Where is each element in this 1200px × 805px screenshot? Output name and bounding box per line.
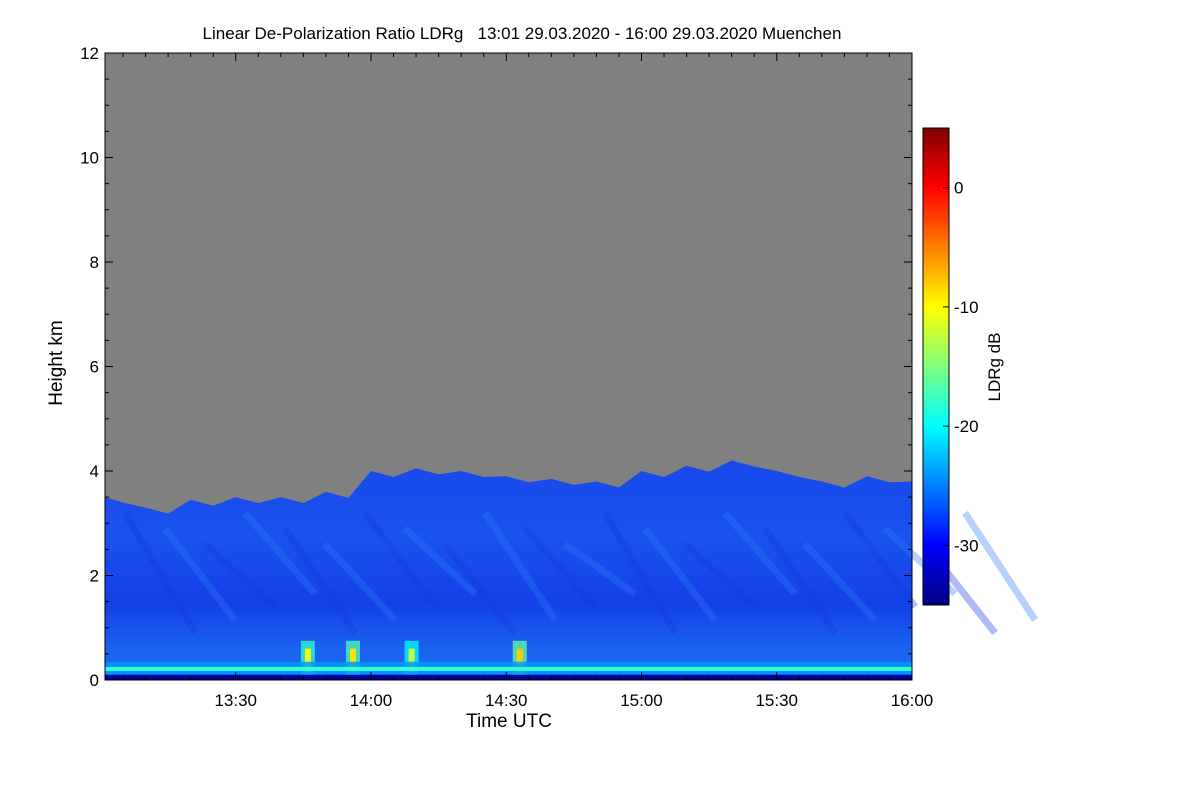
fall-streak — [282, 526, 358, 635]
dust-burst — [349, 648, 356, 673]
y-tick-label: 2 — [90, 567, 99, 586]
fall-streak — [962, 510, 1038, 622]
fall-streak — [482, 510, 558, 622]
dust-burst — [408, 648, 415, 673]
y-tick-label: 0 — [90, 671, 99, 690]
fall-streak — [442, 541, 518, 636]
y-tick-label: 12 — [80, 44, 99, 63]
fall-streak — [722, 510, 798, 597]
fall-streak — [162, 526, 238, 623]
x-axis-label: Time UTC — [466, 711, 552, 732]
x-tick-label: 14:30 — [485, 691, 528, 710]
fall-streak — [362, 510, 438, 609]
y-tick-label: 6 — [90, 358, 99, 377]
y-tick-label: 10 — [80, 149, 99, 168]
fall-streak — [562, 541, 638, 597]
fall-streak — [802, 541, 878, 623]
y-axis-label: Height km — [46, 320, 67, 406]
dust-burst — [304, 648, 311, 673]
x-axis: 13:30 14:00 14:30 15:00 15:30 16:00 — [122, 53, 934, 710]
x-tick-label: 14:00 — [350, 691, 393, 710]
colorbar-label: LDRg dB — [985, 333, 1004, 402]
fall-streak — [242, 510, 318, 597]
x-tick-label: 15:30 — [755, 691, 798, 710]
fall-streak — [322, 541, 398, 623]
plot-area — [104, 52, 1038, 681]
ground-clutter-band — [105, 674, 912, 680]
colorbar-tick-label: -10 — [954, 298, 979, 317]
fall-streak — [402, 525, 478, 597]
colorbar: 0 -10 -20 -30 LDRg dB — [922, 127, 1004, 606]
fall-streak — [682, 541, 758, 610]
fall-streak — [762, 526, 838, 635]
x-tick-label: 16:00 — [891, 691, 934, 710]
fall-streak — [642, 526, 718, 623]
x-tick-label: 15:00 — [620, 691, 663, 710]
fall-streak — [522, 526, 598, 610]
y-axis: 0 2 4 6 8 10 12 — [80, 44, 912, 690]
fall-streak — [202, 541, 278, 610]
colorbar-tick-label: 0 — [954, 179, 963, 198]
x-tick-label: 13:30 — [214, 691, 257, 710]
dust-burst — [516, 648, 523, 673]
colorbar-scale — [922, 127, 950, 606]
fall-streak — [842, 510, 918, 609]
colorbar-tick-label: -20 — [954, 417, 979, 436]
fall-streak — [601, 511, 679, 635]
chart-title: Linear De-Polarization Ratio LDRg 13:01 … — [203, 24, 842, 43]
fall-streak — [121, 511, 199, 635]
near-surface-layer-core — [105, 666, 912, 671]
colorbar-ticks: 0 -10 -20 -30 — [943, 179, 979, 555]
colorbar-tick-label: -30 — [954, 536, 979, 555]
y-tick-label: 8 — [90, 253, 99, 272]
cloud-layer — [105, 460, 912, 680]
y-tick-label: 4 — [90, 462, 99, 481]
